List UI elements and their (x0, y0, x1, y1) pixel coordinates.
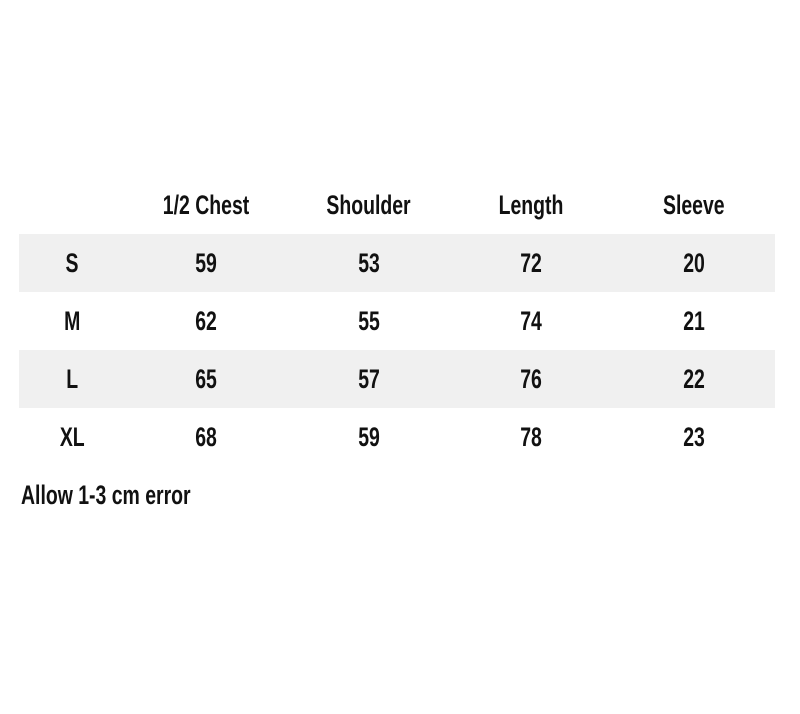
size-label: XL (59, 421, 85, 452)
size-label: L (65, 363, 78, 394)
size-label: M (63, 305, 81, 336)
size-row-xl: XL 68 59 78 23 (19, 408, 775, 466)
value-label: 20 (682, 247, 705, 278)
value-cell-sleeve: 23 (612, 408, 775, 466)
value-cell-chest: 65 (125, 350, 288, 408)
size-chart-table: 1/2 Chest Shoulder Length Sleeve S 59 53… (19, 176, 775, 466)
value-cell-length: 78 (450, 408, 613, 466)
value-cell-shoulder: 57 (287, 350, 450, 408)
value-cell-sleeve: 21 (612, 292, 775, 350)
column-header-shoulder: Shoulder (287, 176, 450, 234)
value-label: 78 (520, 421, 542, 452)
value-label: 59 (357, 421, 380, 452)
column-header-length: Length (450, 176, 613, 234)
value-label: 62 (195, 305, 217, 336)
value-cell-length: 74 (450, 292, 613, 350)
value-cell-chest: 59 (125, 234, 288, 292)
value-cell-chest: 68 (125, 408, 288, 466)
value-cell-sleeve: 22 (612, 350, 775, 408)
value-label: 21 (682, 305, 705, 336)
value-label: 76 (520, 363, 542, 394)
size-row-m: M 62 55 74 21 (19, 292, 775, 350)
value-label: 53 (357, 247, 380, 278)
value-label: 22 (682, 363, 705, 394)
header-row: 1/2 Chest Shoulder Length Sleeve (19, 176, 775, 234)
value-cell-length: 72 (450, 234, 613, 292)
value-label: 74 (520, 305, 542, 336)
size-cell: XL (19, 408, 125, 466)
value-cell-length: 76 (450, 350, 613, 408)
size-row-s: S 59 53 72 20 (19, 234, 775, 292)
value-label: 72 (520, 247, 542, 278)
column-header-half-chest-label: 1/2 Chest (162, 189, 250, 220)
value-cell-chest: 62 (125, 292, 288, 350)
value-cell-sleeve: 20 (612, 234, 775, 292)
column-header-length-label: Length (498, 189, 564, 220)
tolerance-note-text: Allow 1-3 cm error (21, 480, 191, 510)
column-header-sleeve: Sleeve (612, 176, 775, 234)
column-header-sleeve-label: Sleeve (662, 189, 725, 220)
value-cell-shoulder: 53 (287, 234, 450, 292)
value-label: 65 (195, 363, 217, 394)
column-header-half-chest: 1/2 Chest (125, 176, 288, 234)
value-cell-shoulder: 55 (287, 292, 450, 350)
size-cell: M (19, 292, 125, 350)
column-header-shoulder-label: Shoulder (326, 189, 411, 220)
value-label: 59 (195, 247, 217, 278)
size-label: S (65, 247, 79, 278)
size-cell: S (19, 234, 125, 292)
value-label: 23 (682, 421, 705, 452)
value-label: 57 (357, 363, 380, 394)
value-cell-shoulder: 59 (287, 408, 450, 466)
tolerance-note: Allow 1-3 cm error (21, 480, 257, 510)
column-header-size (19, 176, 125, 234)
size-row-l: L 65 57 76 22 (19, 350, 775, 408)
value-label: 55 (357, 305, 380, 336)
value-label: 68 (195, 421, 217, 452)
size-cell: L (19, 350, 125, 408)
